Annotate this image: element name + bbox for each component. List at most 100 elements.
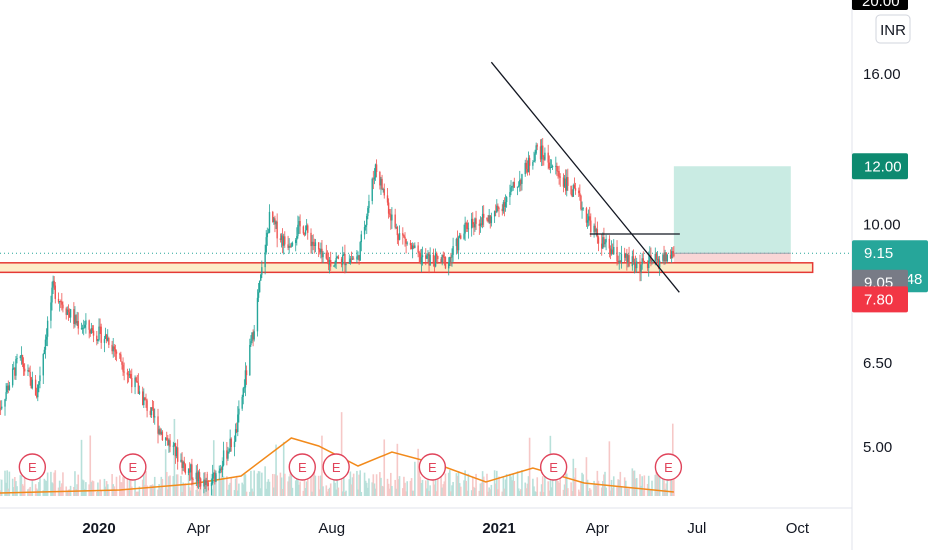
- volume-bar: [287, 481, 289, 496]
- candle-body: [187, 468, 190, 473]
- volume-bar: [100, 490, 102, 496]
- candle-body: [550, 167, 553, 168]
- candle-body: [665, 252, 667, 262]
- volume-bar: [257, 471, 260, 496]
- earnings-marker[interactable]: E: [18, 453, 47, 481]
- candle-body: [261, 267, 263, 275]
- volume-bar: [349, 471, 352, 496]
- volume-bar: [647, 475, 650, 496]
- candle-body: [455, 238, 458, 247]
- candle-body: [589, 216, 591, 221]
- candle-body: [175, 447, 178, 457]
- candle-body: [395, 227, 397, 228]
- candle-body: [305, 225, 308, 231]
- volume-bar: [19, 475, 22, 496]
- candle-body: [90, 328, 93, 334]
- volume-bar: [534, 491, 536, 496]
- volume-bar: [604, 471, 606, 496]
- volume-bar: [501, 491, 504, 496]
- candle-body: [380, 178, 382, 186]
- price-axis[interactable]: 20.00 16.00 10.00 6.50 5.00: [852, 0, 908, 456]
- earnings-marker[interactable]: E: [322, 453, 350, 481]
- earnings-marker[interactable]: E: [539, 453, 568, 481]
- candle-body: [498, 208, 500, 210]
- candle-body: [460, 235, 462, 239]
- candle-body: [448, 262, 450, 269]
- candle-body: [521, 174, 523, 184]
- volume-bar: [380, 477, 382, 496]
- earnings-marker[interactable]: E: [418, 453, 447, 481]
- candle-body: [633, 263, 636, 265]
- volume-bar: [268, 481, 271, 496]
- candle-body: [337, 256, 340, 259]
- candle-body: [639, 261, 641, 272]
- candle-body: [634, 263, 637, 269]
- candle-body: [52, 280, 54, 288]
- volume-bar: [311, 491, 313, 496]
- candle-body: [628, 255, 630, 267]
- candle-body: [379, 172, 381, 186]
- candle-body: [504, 202, 507, 207]
- candle-body: [567, 177, 569, 186]
- candle-body: [328, 260, 331, 265]
- candle-body: [655, 253, 658, 260]
- candle-body: [657, 258, 660, 268]
- candle-body: [465, 222, 467, 224]
- volume-bar: [23, 462, 26, 496]
- earnings-marker[interactable]: E: [288, 453, 316, 481]
- volume-bar: [457, 471, 460, 496]
- candle-body: [672, 251, 674, 254]
- earnings-marker[interactable]: E: [654, 453, 683, 481]
- candle-body: [80, 328, 83, 330]
- candle-body: [383, 188, 385, 196]
- volume-bar: [427, 474, 429, 496]
- candle-body: [313, 244, 316, 246]
- candle-body: [29, 371, 31, 378]
- candle-body: [473, 224, 475, 228]
- volume-bar: [450, 491, 452, 496]
- currency-button[interactable]: INR: [875, 14, 911, 44]
- volume-bar: [512, 474, 515, 496]
- candle-body: [670, 251, 673, 259]
- volume-bar: [214, 478, 216, 496]
- volume-bar: [467, 473, 470, 496]
- volume-bar: [226, 476, 228, 496]
- trendline[interactable]: [490, 61, 680, 293]
- candle-body: [597, 237, 600, 244]
- volume-bar: [428, 490, 430, 496]
- candle-body: [382, 188, 384, 190]
- candle-body: [182, 461, 184, 468]
- candle-body: [57, 298, 60, 303]
- candle-body: [510, 187, 512, 193]
- candle-body: [489, 215, 491, 224]
- volume-bar: [418, 470, 421, 496]
- volume-bar: [81, 479, 84, 496]
- volume-bar: [540, 484, 543, 496]
- candle-body: [112, 346, 114, 352]
- candle-body: [602, 237, 604, 249]
- volume-bar: [504, 479, 507, 496]
- volume-bar: [271, 473, 274, 496]
- volume-bar: [593, 480, 595, 496]
- volume-bar: [345, 490, 347, 496]
- volume-bar: [510, 476, 512, 496]
- earnings-marker[interactable]: E: [119, 453, 147, 481]
- volume-bar: [138, 486, 141, 496]
- candle-body: [207, 482, 209, 487]
- candle-body: [258, 280, 261, 293]
- volume-bar: [144, 484, 146, 496]
- volume-bar: [4, 470, 6, 496]
- volume-bar: [98, 491, 100, 496]
- candle-body: [536, 145, 538, 147]
- candle-body: [573, 185, 576, 189]
- price-axis-tick-label: 10.00: [863, 217, 901, 234]
- time-axis[interactable]: 2020 Apr Aug 2021 Apr Jul Oct: [82, 520, 810, 537]
- volume-bar: [397, 479, 400, 496]
- candle-body: [111, 344, 113, 352]
- volume-bar: [289, 473, 292, 496]
- candle-body: [404, 236, 406, 239]
- candle-body: [559, 176, 561, 178]
- volume-bar: [89, 435, 92, 496]
